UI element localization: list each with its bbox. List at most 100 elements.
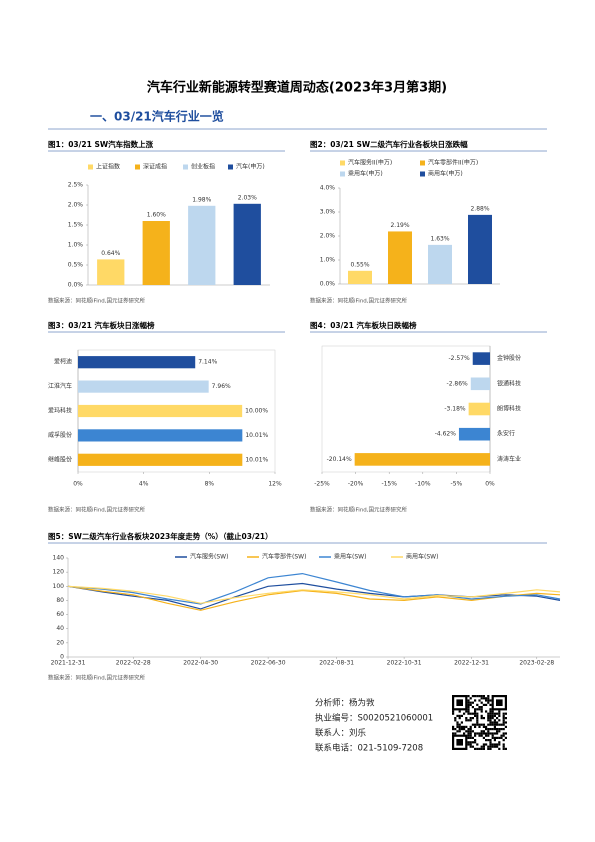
bar: [458, 427, 490, 441]
qr-cell: [500, 734, 503, 737]
legend-label: 乘用车(申万): [348, 170, 383, 178]
qr-cell: [478, 723, 481, 726]
category-label: 继峰股份: [48, 455, 72, 463]
qr-cell: [463, 725, 466, 728]
qr-cell: [500, 728, 503, 731]
qr-cell: [498, 712, 501, 715]
bar: [428, 244, 452, 284]
value-label: 0.64%: [101, 250, 120, 257]
figure-source: 数据来源：同花顺iFind,国元证券研究所: [48, 297, 146, 305]
bar: [468, 214, 492, 284]
value-label: 0.55%: [350, 261, 369, 268]
category-label: 爱玛科技: [48, 407, 72, 415]
qr-cell: [485, 725, 488, 728]
figure-source: 数据来源：同花顺iFind,国元证券研究所: [48, 674, 146, 682]
qr-cell: [467, 703, 470, 706]
qr-cell: [454, 728, 457, 731]
bar: [97, 259, 125, 285]
y-tick-label: 2.0%: [68, 202, 84, 209]
value-label: 2.88%: [470, 205, 489, 212]
qr-cell: [498, 723, 501, 726]
legend-swatch: [135, 164, 140, 170]
bar: [78, 404, 243, 418]
qr-cell: [480, 701, 483, 704]
qr-cell: [480, 732, 483, 735]
qr-cell: [496, 732, 499, 735]
value-label: 2.19%: [390, 222, 409, 229]
qr-cell: [485, 703, 488, 706]
qr-cell: [469, 701, 472, 704]
qr-cell: [482, 717, 485, 720]
qr-cell: [487, 719, 490, 722]
qr-cell: [467, 741, 470, 744]
qr-cell: [491, 745, 494, 748]
qr-cell: [471, 723, 474, 726]
qr-cell: [474, 725, 477, 728]
qr-cell: [467, 695, 470, 698]
qr-cell: [467, 699, 470, 702]
qr-cell: [487, 730, 490, 733]
qr-cell: [480, 695, 483, 698]
qr-cell: [478, 734, 481, 737]
value-label: -20.14%: [327, 456, 352, 463]
qr-cell: [458, 723, 461, 726]
qr-cell: [460, 728, 463, 731]
x-tick-label: 2022-10-31: [387, 660, 422, 667]
qr-cell: [465, 719, 468, 722]
figure-title: 图3：03/21 汽车板块日涨幅榜: [48, 320, 155, 330]
qr-cell: [474, 741, 477, 744]
qr-cell: [467, 706, 470, 709]
value-label: 10.01%: [245, 432, 268, 439]
legend-swatch: [228, 164, 233, 170]
qr-cell: [502, 717, 505, 720]
qr-cell: [491, 721, 494, 724]
qr-cell: [467, 701, 470, 704]
value-label: 2.03%: [238, 194, 257, 201]
qr-cell: [502, 723, 505, 726]
qr-cell: [456, 725, 459, 728]
value-label: -2.86%: [447, 380, 469, 387]
qr-finder: [456, 739, 463, 746]
qr-cell: [485, 697, 488, 700]
x-tick-label: 0%: [485, 481, 495, 488]
figure-title: 图1：03/21 SW汽车指数上涨: [48, 139, 154, 149]
qr-cell: [476, 747, 479, 750]
qr-cell: [474, 734, 477, 737]
y-tick-label: 0.5%: [68, 262, 84, 269]
bar: [78, 356, 196, 369]
qr-cell: [498, 747, 501, 750]
qr-cell: [458, 717, 461, 720]
qr-cell: [452, 725, 455, 728]
qr-cell: [487, 701, 490, 704]
qr-cell: [491, 710, 494, 713]
qr-cell: [493, 743, 496, 746]
legend-label: 上证指数: [96, 163, 120, 171]
legend-label: 汽车零部件II(申万): [428, 159, 478, 167]
qr-cell: [467, 730, 470, 733]
category-label: 金钟股份: [497, 354, 521, 362]
qr-cell: [458, 714, 461, 717]
qr-cell: [474, 723, 477, 726]
figure-source: 数据来源：同花顺iFind,国元证券研究所: [310, 297, 408, 305]
qr-cell: [491, 734, 494, 737]
qr-cell: [474, 732, 477, 735]
qr-cell: [493, 712, 496, 715]
qr-cell: [482, 745, 485, 748]
qr-cell: [471, 736, 474, 739]
value-label: 10.00%: [245, 408, 268, 415]
qr-cell: [489, 728, 492, 731]
legend-label: 创业板指: [191, 163, 215, 171]
qr-cell: [491, 714, 494, 717]
qr-cell: [474, 710, 477, 713]
y-tick-label: 1.0%: [320, 257, 336, 264]
qr-cell: [487, 717, 490, 720]
qr-cell: [476, 712, 479, 715]
qr-cell: [496, 721, 499, 724]
qr-cell: [489, 712, 492, 715]
bar: [78, 453, 243, 466]
x-tick-label: 2022-12-31: [454, 660, 489, 667]
qr-cell: [471, 730, 474, 733]
qr-cell: [465, 730, 468, 733]
qr-cell: [502, 732, 505, 735]
